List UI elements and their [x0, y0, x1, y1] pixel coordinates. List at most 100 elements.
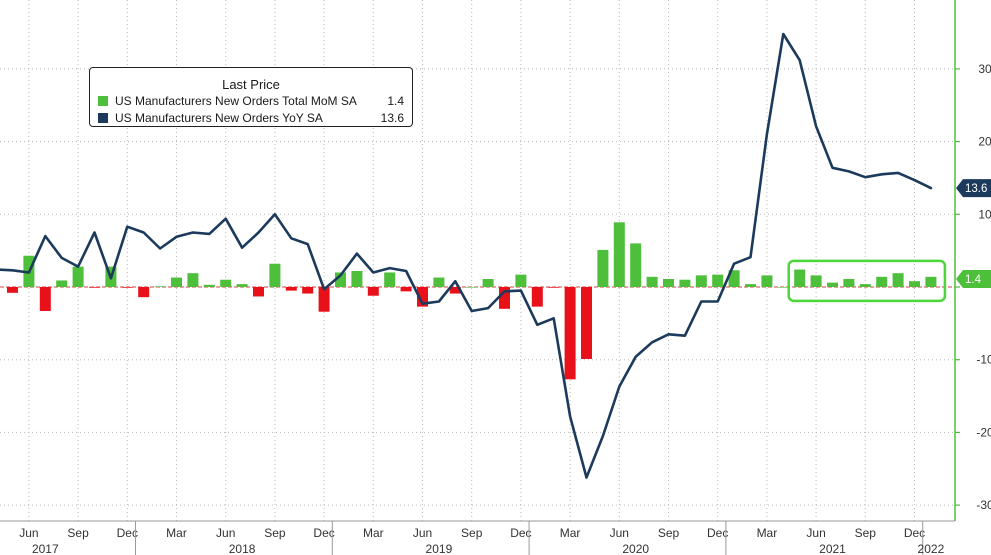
bar-mom: [7, 287, 18, 293]
x-tick-label: Sep: [264, 526, 286, 540]
bar-mom: [810, 275, 822, 287]
bar-mom: [417, 287, 428, 307]
bar-mom: [285, 287, 297, 291]
legend-item-value: 13.6: [380, 111, 404, 125]
year-label: 2019: [426, 542, 453, 555]
bar-mom: [564, 287, 576, 380]
bar-mom: [220, 279, 232, 287]
bar-mom: [892, 273, 904, 287]
bar-mom: [367, 287, 379, 296]
bar-mom: [400, 287, 412, 292]
y-tick-label: 20: [978, 135, 991, 149]
bar-mom: [335, 272, 346, 287]
bar-mom: [466, 287, 478, 288]
x-tick-label: Jun: [806, 526, 825, 540]
bar-mom: [843, 279, 855, 287]
year-label: 2020: [622, 542, 649, 555]
last-value-label: 13.6: [965, 183, 987, 195]
y-tick-label: 10: [978, 207, 991, 221]
bar-mom: [761, 275, 773, 287]
last-value-tag: [956, 179, 991, 198]
legend-title: Last Price: [222, 77, 280, 92]
x-tick-label: Dec: [117, 526, 138, 540]
bar-mom: [613, 222, 625, 287]
y-tick-label: -30: [976, 498, 991, 512]
x-tick-label: Mar: [560, 526, 581, 540]
bar-mom: [630, 243, 642, 287]
x-tick-label: Jun: [216, 526, 235, 540]
year-label: 2021: [819, 542, 846, 555]
x-tick-label: Sep: [461, 526, 483, 540]
bar-mom: [269, 263, 281, 287]
x-tick-label: Sep: [658, 526, 680, 540]
bar-mom: [482, 279, 494, 287]
x-tick-label: Jun: [413, 526, 432, 540]
x-tick-label: Dec: [904, 526, 925, 540]
bar-mom: [663, 279, 674, 287]
y-tick-label: -10: [976, 353, 991, 367]
bar-mom: [679, 279, 691, 287]
bar-mom: [712, 274, 724, 287]
legend-item-name: US Manufacturers New Orders Total MoM SA: [115, 94, 357, 108]
bar-mom: [318, 287, 330, 312]
bar-mom: [499, 287, 510, 309]
x-tick-label: Mar: [363, 526, 384, 540]
x-tick-label: Jun: [610, 526, 629, 540]
y-tick-label: 40: [978, 0, 991, 3]
x-tick-label: Dec: [313, 526, 334, 540]
bar-mom: [89, 287, 100, 288]
bar-mom: [187, 273, 199, 287]
last-value-tag: [956, 270, 991, 289]
legend-item-yoy: US Manufacturers New Orders YoY SA 13.6: [98, 110, 404, 126]
bar-mom: [302, 287, 314, 294]
bar-mom: [56, 280, 68, 287]
bar-mom: [351, 271, 363, 287]
bar-mom: [728, 270, 740, 287]
bar-mom: [236, 284, 248, 287]
bar-mom: [121, 287, 133, 288]
year-label: 2018: [229, 542, 256, 555]
bar-mom: [745, 284, 756, 287]
bar-mom: [433, 277, 445, 287]
x-tick-label: Jun: [19, 526, 38, 540]
legend-item-mom: US Manufacturers New Orders Total MoM SA…: [98, 93, 404, 109]
x-tick-label: Mar: [166, 526, 187, 540]
y-tick-label: -20: [976, 425, 991, 439]
bar-mom: [531, 287, 543, 307]
bar-mom: [909, 281, 920, 287]
bar-mom: [695, 275, 707, 287]
bar-mom: [859, 284, 871, 287]
bar-mom: [154, 286, 166, 287]
bar-mom: [777, 287, 789, 288]
bar-mom: [384, 272, 396, 287]
bar-mom: [548, 287, 560, 288]
year-label: 2017: [32, 542, 59, 555]
line-yoy: [0, 32, 933, 479]
bar-mom: [171, 277, 182, 287]
year-label: 2022: [918, 542, 945, 555]
bar-mom: [794, 269, 806, 287]
bar-mom: [253, 287, 264, 297]
legend-swatch-mom: [98, 96, 108, 106]
bar-mom: [449, 287, 461, 294]
bar-mom: [138, 287, 150, 298]
bar-mom: [581, 287, 592, 359]
x-tick-label: Dec: [707, 526, 728, 540]
bar-mom: [925, 276, 937, 287]
legend-item-name: US Manufacturers New Orders YoY SA: [115, 111, 323, 125]
last-value-label: 1.4: [965, 274, 982, 286]
x-tick-label: Sep: [855, 526, 877, 540]
bar-mom: [203, 284, 215, 287]
bar-mom: [646, 276, 658, 287]
bar-mom: [827, 282, 838, 287]
legend-item-value: 1.4: [387, 94, 404, 108]
x-tick-label: Sep: [67, 526, 89, 540]
bar-mom: [515, 274, 527, 287]
bar-mom: [876, 276, 888, 287]
highlight-box: [787, 259, 947, 303]
legend-swatch-yoy: [98, 113, 108, 123]
bar-mom: [72, 266, 84, 287]
x-tick-label: Mar: [757, 526, 778, 540]
bar-mom: [39, 287, 51, 311]
